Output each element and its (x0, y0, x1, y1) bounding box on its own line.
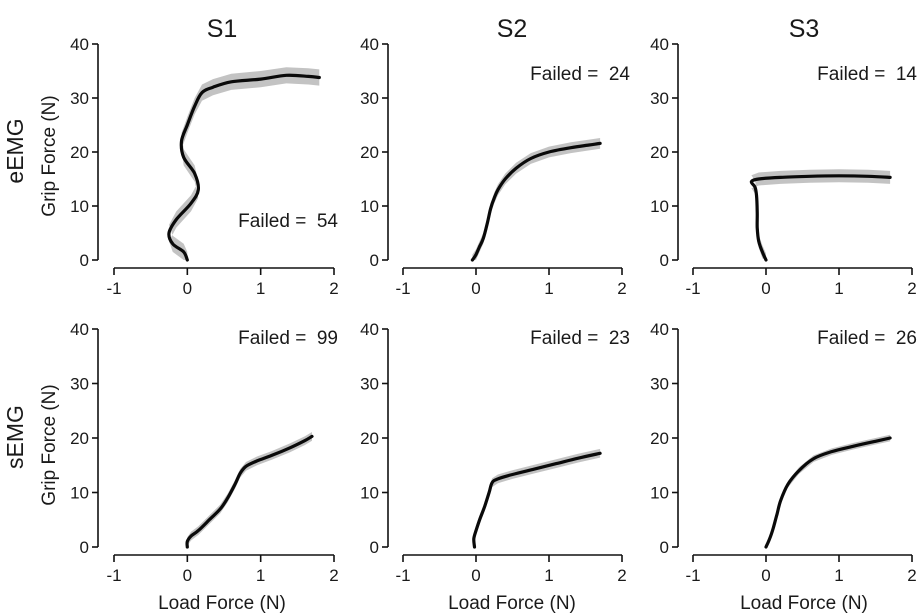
mean-curve (167, 73, 321, 262)
y-tick-label: 0 (80, 251, 89, 270)
y-tick-label: 0 (370, 538, 379, 557)
y-tick-label: 0 (370, 251, 379, 270)
y-tick-label: 20 (650, 429, 669, 448)
mean-curve (764, 436, 892, 549)
x-tick-label: 1 (834, 566, 843, 585)
y-tick-label: 20 (70, 429, 89, 448)
y-tick-label: 20 (70, 143, 89, 162)
x-tick-label: 2 (617, 279, 626, 298)
x-tick-label: -1 (395, 566, 410, 585)
x-tick-label: -1 (685, 279, 700, 298)
x-tick-label: 2 (907, 279, 916, 298)
y-tick-label: 10 (360, 197, 379, 216)
y-tick-label: 30 (360, 89, 379, 108)
failed-count-annotation: Failed = 99 (238, 328, 338, 349)
x-tick-label: 1 (834, 279, 843, 298)
y-tick-label: 0 (660, 538, 669, 557)
x-tick-label: -1 (685, 566, 700, 585)
y-tick-label: 0 (80, 538, 89, 557)
y-tick-label: 10 (360, 484, 379, 503)
y-tick-label: 30 (70, 89, 89, 108)
y-tick-label: 40 (70, 320, 89, 339)
x-tick-label: -1 (106, 566, 121, 585)
column-title-s3: S3 (789, 15, 820, 43)
y-tick-label: 40 (650, 35, 669, 54)
mean-curve (185, 434, 314, 549)
x-tick-label: 1 (256, 566, 265, 585)
y-tick-label: 20 (360, 143, 379, 162)
panel-semg-s1: 0 10 20 30 40 -1 0 1 2 Failed = 99 (70, 320, 339, 585)
y-axis-label-top: Grip Force (N) (39, 95, 60, 216)
y-tick-label: 40 (70, 35, 89, 54)
x-tick-label: 1 (256, 279, 265, 298)
y-tick-label: 30 (360, 375, 379, 394)
y-tick-label: 40 (360, 320, 379, 339)
failed-count-annotation: Failed = 54 (238, 211, 338, 232)
y-tick-label: 40 (360, 35, 379, 54)
panel-eemg-s2: 0 10 20 30 40 -1 0 1 2 Failed = 24 (360, 35, 630, 298)
x-tick-label: 0 (183, 566, 192, 585)
y-tick-label: 30 (650, 89, 669, 108)
x-tick-label: 1 (544, 566, 553, 585)
x-tick-label: 2 (907, 566, 916, 585)
x-tick-label: -1 (106, 279, 121, 298)
variability-band (187, 432, 312, 547)
y-axis-label-bottom: Grip Force (N) (39, 384, 60, 505)
y-tick-label: 10 (650, 197, 669, 216)
x-tick-label: 1 (544, 279, 553, 298)
variability-band (473, 448, 601, 547)
column-title-s1: S1 (207, 15, 238, 43)
panel-semg-s2: 0 10 20 30 40 -1 0 1 2 Failed = 23 (360, 320, 630, 585)
y-tick-label: 0 (660, 251, 669, 270)
y-tick-label: 30 (650, 375, 669, 394)
x-axis-label-s3: Load Force (N) (740, 593, 868, 614)
panel-eemg-s1: 0 10 20 30 40 -1 0 1 2 Failed = 54 (70, 35, 339, 298)
y-tick-label: 30 (70, 375, 89, 394)
row-label-eemg: eEMG (2, 118, 28, 183)
mean-curve (749, 174, 892, 262)
x-tick-label: 2 (329, 279, 338, 298)
variability-band (751, 169, 891, 260)
x-tick-label: 0 (761, 566, 770, 585)
y-tick-label: 20 (360, 429, 379, 448)
x-tick-label: -1 (395, 279, 410, 298)
y-tick-label: 10 (70, 197, 89, 216)
y-tick-label: 10 (650, 484, 669, 503)
x-tick-label: 2 (329, 566, 338, 585)
x-tick-label: 0 (761, 279, 770, 298)
x-axis-label-s2: Load Force (N) (448, 593, 576, 614)
y-tick-label: 40 (650, 320, 669, 339)
panel-eemg-s3: 0 10 20 30 40 -1 0 1 2 Failed = 14 (650, 35, 917, 298)
x-tick-label: 0 (471, 279, 480, 298)
column-title-s2: S2 (497, 15, 528, 43)
failed-count-annotation: Failed = 23 (530, 328, 630, 349)
failed-count-annotation: Failed = 26 (817, 328, 917, 349)
mean-curve (472, 451, 602, 549)
x-axis-label-s1: Load Force (N) (158, 593, 286, 614)
row-label-semg: sEMG (2, 405, 28, 469)
x-tick-label: 0 (183, 279, 192, 298)
y-tick-label: 10 (70, 484, 89, 503)
y-tick-label: 20 (650, 143, 669, 162)
x-tick-label: 0 (471, 566, 480, 585)
failed-count-annotation: Failed = 14 (817, 64, 917, 85)
variability-band (472, 138, 601, 260)
x-tick-label: 2 (617, 566, 626, 585)
failed-count-annotation: Failed = 24 (530, 64, 630, 85)
mean-curve (470, 141, 602, 262)
panel-semg-s3: 0 10 20 30 40 -1 0 1 2 Failed = 26 (650, 320, 917, 585)
